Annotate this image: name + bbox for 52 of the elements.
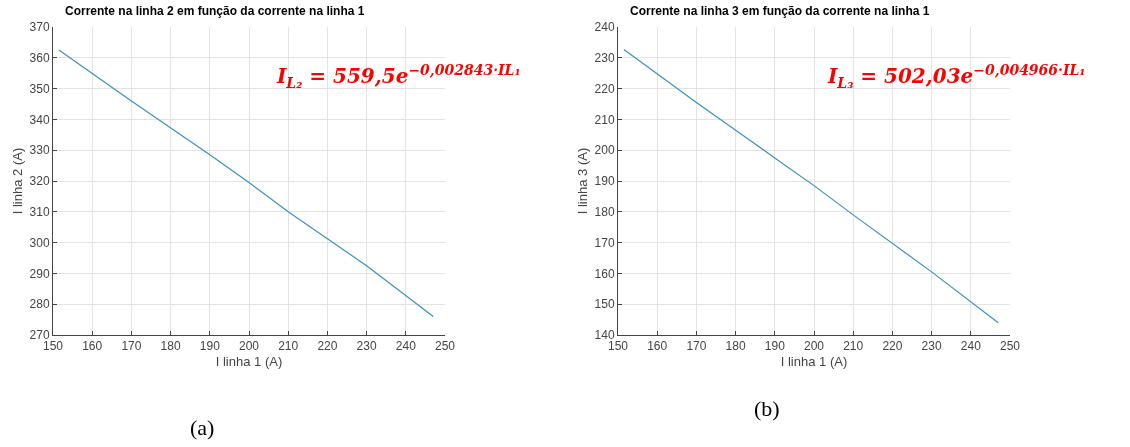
x-tick-label: 210 — [278, 339, 299, 354]
y-tick-label: 320 — [29, 174, 50, 189]
x-tick-label: 160 — [82, 339, 103, 354]
x-tick-label: 240 — [395, 339, 417, 354]
y-tick-label: 330 — [29, 143, 50, 158]
y-tick-label: 340 — [29, 112, 50, 127]
y-tick-label: 360 — [29, 51, 50, 65]
y-tick-label: 160 — [594, 266, 615, 281]
x-tick-label: 170 — [686, 339, 707, 354]
text: (a) — [190, 415, 215, 440]
x-tick-label: 250 — [434, 339, 456, 354]
y-tick-label: 220 — [594, 81, 615, 96]
y-tick-label: 240 — [594, 20, 615, 35]
x-tick-label: 190 — [199, 339, 221, 354]
x-tick-label: 150 — [607, 339, 629, 354]
x-tick-label: 200 — [238, 339, 260, 354]
x-tick-label: 180 — [160, 339, 181, 354]
x-tick-label: 160 — [647, 339, 668, 354]
y-tick-label: 350 — [29, 81, 50, 96]
y-tick-label: 190 — [594, 174, 615, 189]
x-axis-title: I linha 1 (A) — [215, 354, 283, 369]
x-tick-label: 210 — [843, 339, 864, 354]
y-tick-label: 310 — [29, 205, 50, 219]
y-tick-label: 210 — [594, 112, 615, 127]
annotation: I$_{L₃}$ = 502,03e$^{−0,004966·IL₁}$ — [827, 62, 1086, 91]
text: (b) — [754, 396, 780, 421]
y-tick-label: 370 — [29, 20, 50, 35]
x-tick-label: 200 — [803, 339, 825, 354]
x-tick-label: 230 — [921, 339, 942, 354]
chart-title: Corrente na linha 3 em função da corrente na linha 1 — [629, 4, 930, 19]
x-tick-label: 180 — [725, 339, 746, 354]
y-tick-label: 200 — [594, 143, 615, 158]
x-tick-label: 220 — [882, 339, 903, 354]
y-axis-title: I linha 2 (A) — [9, 147, 25, 215]
y-tick-label: 170 — [594, 235, 615, 250]
x-tick-label: 230 — [356, 339, 377, 354]
y-tick-label: 280 — [29, 297, 50, 312]
y-tick-label: 150 — [594, 297, 615, 312]
x-tick-label: 240 — [960, 339, 982, 354]
y-tick-label: 230 — [594, 51, 615, 65]
y-axis-title: I linha 3 (A) — [574, 147, 590, 215]
annotation: I$_{L₂}$ = 559,5e$^{−0,002843·IL₁}$ — [276, 62, 521, 91]
x-axis-title: I linha 1 (A) — [780, 354, 848, 369]
x-tick-label: 170 — [121, 339, 142, 354]
x-tick-label: 250 — [999, 339, 1021, 354]
x-tick-label: 190 — [764, 339, 786, 354]
chart-title: Corrente na linha 2 em função da corrente na linha 1 — [64, 4, 365, 19]
y-tick-label: 180 — [594, 205, 615, 219]
x-tick-label: 150 — [42, 339, 64, 354]
y-tick-label: 290 — [29, 266, 50, 281]
y-tick-label: 300 — [29, 235, 50, 250]
x-tick-label: 220 — [317, 339, 338, 354]
